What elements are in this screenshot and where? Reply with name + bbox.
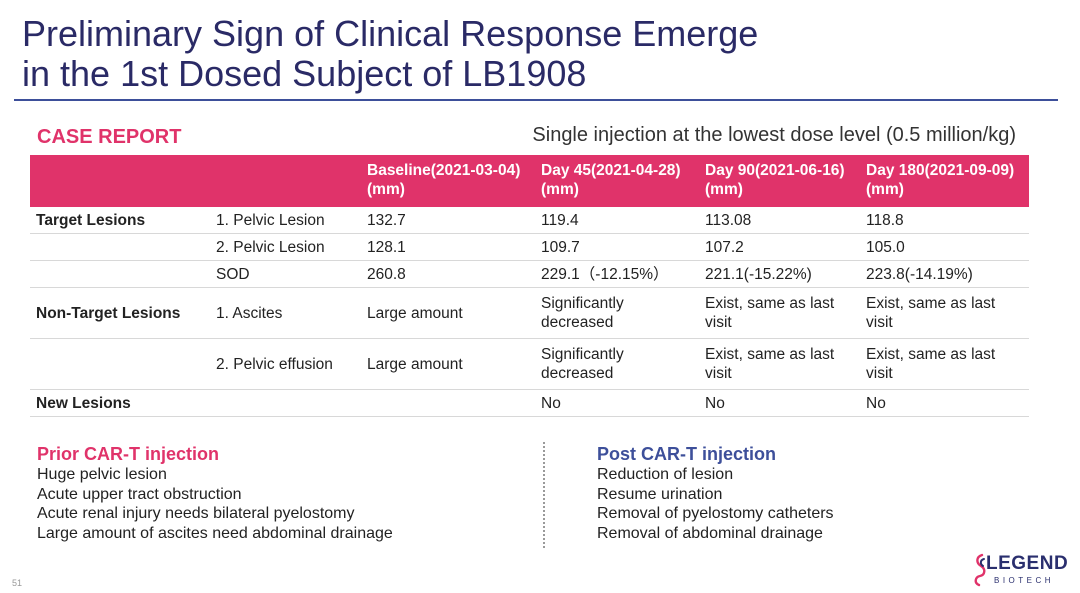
table-cell: Significantly decreased [535,287,699,339]
table-cell: 1. Pelvic Lesion [210,207,361,234]
table-cell: 1. Ascites [210,287,361,339]
table-cell: No [535,389,699,417]
table-cell: 2. Pelvic effusion [210,338,361,390]
table-cell: 128.1 [361,233,535,261]
table-cell: Exist, same as last visit [860,338,1029,390]
table-cell: 107.2 [699,233,860,261]
table-row: 2. Pelvic effusion Large amount Signific… [30,338,1029,390]
slide-title: Preliminary Sign of Clinical Response Em… [22,14,1022,94]
table-cell: No [699,389,860,417]
case-report-label: CASE REPORT [37,126,182,148]
table-row: New Lesions No No No [30,389,1029,417]
post-injection-box: Post CAR-T injection Reduction of lesion… [597,444,834,543]
table-header-row: Baseline(2021-03-04) (mm) Day 45(2021-04… [30,155,1029,207]
title-line-1: Preliminary Sign of Clinical Response Em… [22,13,759,54]
table-row: 2. Pelvic Lesion 128.1 109.7 107.2 105.0 [30,233,1029,261]
list-item: Removal of abdominal drainage [597,524,823,542]
table-row: Non-Target Lesions 1. Ascites Large amou… [30,287,1029,339]
table-cell: 260.8 [361,260,535,288]
page-number: 51 [12,578,23,588]
table-cell: No [860,389,1029,417]
table-cell: 118.8 [860,207,1029,234]
table-row: Target Lesions 1. Pelvic Lesion 132.7 11… [30,207,1029,234]
table-cell: Exist, same as last visit [860,287,1029,339]
case-report-table: Baseline(2021-03-04) (mm) Day 45(2021-04… [30,155,1029,417]
list-item: Acute upper tract obstruction [37,485,242,503]
list-item: Removal of pyelostomy catheters [597,505,834,522]
section-divider [543,442,545,548]
list-item: Resume urination [597,485,723,503]
table-cell: 132.7 [361,207,535,234]
post-injection-header: Post CAR-T injection [597,444,776,464]
table-cell: Large amount [361,338,535,390]
legend-biotech-logo: LEGEND BIOTECH [972,553,1072,589]
table-cell [210,389,361,417]
table-header-cell: Day 45(2021-04-28) (mm) [541,162,681,198]
table-row: SOD 260.8 229.1（-12.15%） 221.1(-15.22%) … [30,260,1029,288]
logo-subtext: BIOTECH [994,576,1055,585]
logo-mark-icon [974,553,986,587]
table-header-cell: Day 180(2021-09-09) (mm) [866,162,1015,198]
table-cell: 113.08 [699,207,860,234]
table-cell [30,338,210,390]
table-cell: Exist, same as last visit [699,287,860,339]
list-item: Huge pelvic lesion [37,466,167,483]
table-cell: 229.1（-12.15%） [535,260,699,288]
title-divider [14,99,1058,101]
table-cell [30,260,210,288]
table-cell: Significantly decreased [535,338,699,390]
table-cell: Exist, same as last visit [699,338,860,390]
table-cell: 223.8(-14.19%) [860,260,1029,288]
table-cell: Large amount [361,287,535,339]
table-cell: Non-Target Lesions [30,287,210,339]
table-cell [30,233,210,261]
table-header-cell [210,155,361,207]
prior-injection-box: Prior CAR-T injection Huge pelvic lesion… [37,444,393,543]
table-cell: SOD [210,260,361,288]
table-cell [361,389,535,417]
table-cell: 119.4 [535,207,699,234]
table-header-cell: Baseline(2021-03-04) (mm) [367,162,521,198]
logo-word: LEGEND [986,553,1069,574]
list-item: Reduction of lesion [597,466,734,483]
table-header-cell: Day 90(2021-06-16) (mm) [705,162,845,198]
table-cell: 2. Pelvic Lesion [210,233,361,261]
table-header-cell [30,155,210,207]
list-item: Large amount of ascites need abdominal d… [37,524,393,542]
table-cell: 105.0 [860,233,1029,261]
table-cell: 109.7 [535,233,699,261]
table-cell: New Lesions [30,389,210,417]
table-cell: Target Lesions [30,207,210,234]
prior-injection-header: Prior CAR-T injection [37,444,220,464]
dose-subtitle: Single injection at the lowest dose leve… [532,124,1016,146]
title-line-2: in the 1st Dosed Subject of LB1908 [22,53,587,94]
list-item: Acute renal injury needs bilateral pyelo… [37,505,355,522]
table-cell: 221.1(-15.22%) [699,260,860,288]
